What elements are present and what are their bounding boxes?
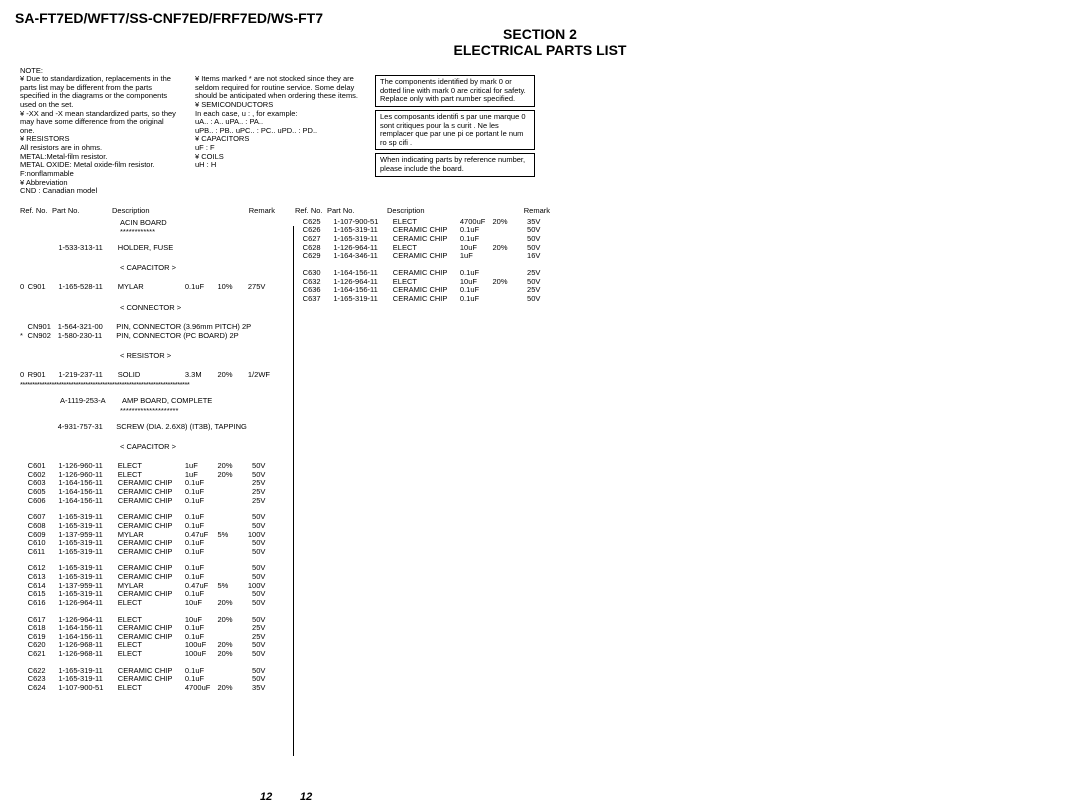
header-desc: Description — [112, 206, 232, 215]
table-row: C6161-126-964-11ELECT10uF20%50V — [20, 599, 275, 608]
model-title: SA-FT7ED/WFT7/SS-CNF7ED/FRF7ED/WS-FT7 — [15, 10, 1060, 26]
header-part: Part No. — [52, 206, 112, 215]
separator: ****************************************… — [20, 380, 275, 389]
stars: ************ — [120, 227, 275, 236]
safety-box-fr: Les composants identifi s par une marque… — [375, 110, 535, 151]
table-row: C6061-164-156-11CERAMIC CHIP0.1uF25V — [20, 497, 275, 506]
table-row: C6111-165-319-11CERAMIC CHIP0.1uF50V — [20, 548, 275, 557]
header-ref: Ref. No. — [295, 206, 327, 215]
page-number: 12 — [300, 791, 312, 803]
header-remark: Remark — [232, 206, 275, 215]
table-row: C6211-126-968-11ELECT100uF20%50V — [20, 650, 275, 659]
page-number: 12 — [260, 791, 272, 803]
table-row: C6291-164-346-11CERAMIC CHIP1uF16V — [295, 252, 550, 261]
notes-col-1: ¥ Due to standardization, replacements i… — [20, 75, 180, 196]
header-desc: Description — [387, 206, 507, 215]
table-row: 4-931-757-31SCREW (DIA. 2.6X8) (IT3B), T… — [20, 423, 275, 432]
parts-column-right: Ref. No. Part No. Description Remark C62… — [295, 206, 550, 693]
section-header: < CAPACITOR > — [120, 442, 275, 451]
column-divider — [293, 226, 294, 756]
table-row: 1-533-313-11HOLDER, FUSE — [20, 244, 275, 253]
section-header: < RESISTOR > — [120, 351, 275, 360]
header-part: Part No. — [327, 206, 387, 215]
notes-col-2: ¥ Items marked * are not stocked since t… — [195, 75, 360, 196]
board-title: ACIN BOARD — [120, 218, 275, 227]
column-headers: Ref. No. Part No. Description Remark — [295, 206, 550, 215]
section-header: < CONNECTOR > — [120, 303, 275, 312]
table-row: 0C9011-165-528-11MYLAR0.1uF10%275V — [20, 283, 275, 292]
table-row: C6241-107-900-51ELECT4700uF20%35V — [20, 684, 275, 693]
header-ref: Ref. No. — [20, 206, 52, 215]
section-header: < CAPACITOR > — [120, 263, 275, 272]
table-row: C6371-165-319-11CERAMIC CHIP0.1uF50V — [295, 295, 550, 304]
safety-box-en: The components identified by mark 0 or d… — [375, 75, 535, 107]
header-remark: Remark — [507, 206, 550, 215]
table-row: *CN9021-580-230-11PIN, CONNECTOR (PC BOA… — [20, 332, 275, 341]
note-label: NOTE: — [20, 66, 1060, 75]
column-headers: Ref. No. Part No. Description Remark — [20, 206, 275, 215]
parts-title: ELECTRICAL PARTS LIST — [20, 42, 1060, 58]
parts-column-left: Ref. No. Part No. Description Remark ACI… — [20, 206, 275, 693]
section-title: SECTION 2 — [20, 26, 1060, 42]
reference-box: When indicating parts by reference numbe… — [375, 153, 535, 176]
stars: ******************** — [120, 406, 275, 415]
table-row: 0R9011-219-237-11SOLID3.3M20%1/2WF — [20, 371, 275, 380]
table-row: A-1119-253-AAMP BOARD, COMPLETE — [20, 397, 275, 406]
